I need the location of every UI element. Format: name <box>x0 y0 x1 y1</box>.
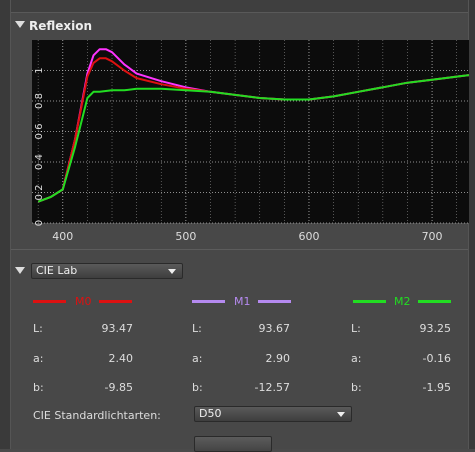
legend-label-m1: M1 <box>234 295 251 308</box>
section-divider <box>11 249 468 250</box>
x-tick-label: 700 <box>422 230 443 242</box>
label-a-m2: a: <box>351 352 362 365</box>
reflexion-section-header[interactable]: Reflexion <box>11 13 468 37</box>
chevron-down-icon <box>168 269 176 274</box>
value-b-m0: -9.85 <box>104 381 133 394</box>
label-b-m1: b: <box>192 381 203 394</box>
y-tick-label: 0.2 <box>34 185 45 201</box>
color-space-selected: CIE Lab <box>36 264 78 277</box>
y-tick-label: 0.6 <box>34 124 45 140</box>
y-tick-label: 0 <box>34 220 45 226</box>
legend-label-m2: M2 <box>394 295 411 308</box>
reflexion-panel: Reflexion 400 500 600 700 0 0.2 0.4 0.6 0.8 1 CIE… <box>11 0 470 452</box>
illuminant-select[interactable]: D50 <box>194 406 352 422</box>
legend-line-m0-left <box>33 300 66 303</box>
legend-line-m2-left <box>353 300 386 303</box>
reflectance-chart-svg: 400 500 600 700 0 0.2 0.4 0.6 0.8 1 <box>32 40 470 243</box>
y-tick-label: 1 <box>34 67 45 73</box>
plot-area <box>32 40 469 223</box>
series-line-2 <box>37 74 470 203</box>
legend-line-m1-left <box>192 300 225 303</box>
left-frame-edge <box>0 0 11 449</box>
color-space-select[interactable]: CIE Lab <box>31 263 183 279</box>
x-tick-label: 600 <box>298 230 319 242</box>
value-a-m0: 2.40 <box>108 352 134 365</box>
chevron-down-icon <box>337 412 345 417</box>
value-l-m2: 93.25 <box>419 322 452 335</box>
legend-line-m0-right <box>99 300 132 303</box>
legend-line-m2-right <box>418 300 451 303</box>
label-l-m1: L: <box>192 322 202 335</box>
value-a-m2: -0.16 <box>422 352 451 365</box>
label-l-m2: L: <box>351 322 361 335</box>
x-tick-label: 500 <box>175 230 196 242</box>
legend-line-m1-right <box>258 300 291 303</box>
label-b-m2: b: <box>351 381 362 394</box>
legend-label-m0: M0 <box>75 295 92 308</box>
bottom-button[interactable] <box>194 436 272 452</box>
label-l-m0: L: <box>33 322 43 335</box>
collapse-triangle-icon[interactable] <box>15 21 25 28</box>
label-a-m1: a: <box>192 352 203 365</box>
label-a-m0: a: <box>33 352 44 365</box>
illuminant-label: CIE Standardlichtarten: <box>33 409 161 422</box>
top-strip <box>11 0 468 13</box>
reflectance-chart: 400 500 600 700 0 0.2 0.4 0.6 0.8 1 <box>32 40 470 243</box>
right-frame-edge <box>468 0 475 449</box>
value-l-m1: 93.67 <box>258 322 291 335</box>
collapse-triangle-icon[interactable] <box>15 267 25 274</box>
illuminant-selected: D50 <box>199 407 222 420</box>
y-tick-label: 0.4 <box>34 154 45 170</box>
section-title: Reflexion <box>29 19 93 33</box>
value-a-m1: 2.90 <box>265 352 291 365</box>
x-tick-label: 400 <box>52 230 73 242</box>
value-b-m1: -12.57 <box>254 381 290 394</box>
value-l-m0: 93.47 <box>101 322 134 335</box>
y-tick-label: 0.8 <box>34 93 45 109</box>
label-b-m0: b: <box>33 381 44 394</box>
value-b-m2: -1.95 <box>422 381 451 394</box>
